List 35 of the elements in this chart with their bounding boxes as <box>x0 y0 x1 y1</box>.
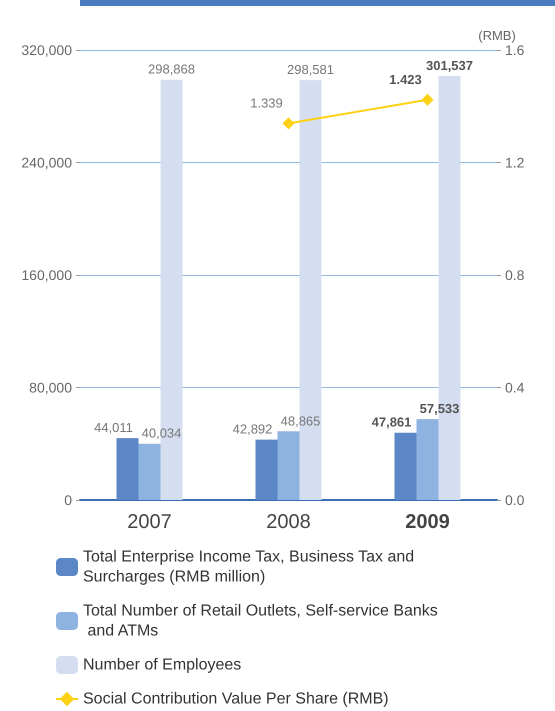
bar <box>116 438 138 500</box>
y2-tick-label: 1.2 <box>505 154 525 170</box>
data-label: 1.339 <box>250 95 283 110</box>
legend-label: Social Contribution Value Per Share (RMB) <box>83 690 389 708</box>
data-label: 57,533 <box>420 401 460 416</box>
y2-axis-title: (RMB) <box>478 28 516 43</box>
y-tick-label: 0 <box>64 492 72 508</box>
bar <box>138 444 160 500</box>
y2-tick-label: 0.4 <box>505 380 525 396</box>
data-label: 298,868 <box>148 62 195 77</box>
x-tick-label: 2008 <box>266 511 311 533</box>
bar <box>416 419 438 500</box>
data-label: 48,865 <box>280 413 320 428</box>
data-label: 47,861 <box>372 414 412 430</box>
x-tick-label: 2007 <box>127 511 172 533</box>
y2-tick-label: 0.8 <box>505 267 525 283</box>
y-tick-label: 240,000 <box>21 154 72 170</box>
y-tick-label: 80,000 <box>29 380 72 396</box>
legend-label: Total Number of Retail Outlets, Self-service Banks and ATMs <box>83 602 438 640</box>
data-label: 44,011 <box>94 420 133 436</box>
y2-tick-label: 0.0 <box>505 492 525 508</box>
bar <box>256 440 278 500</box>
data-label: 42,892 <box>232 422 272 437</box>
legend-label: Total Enterprise Income Tax, Business Tax and Surcharges (RMB million) <box>83 548 419 586</box>
bar <box>394 432 416 500</box>
y-tick-label: 160,000 <box>21 267 72 283</box>
bar <box>278 431 300 500</box>
y-tick-label: 320,000 <box>21 42 72 58</box>
data-label: 40,034 <box>142 426 182 441</box>
legend-label: Number of Employees <box>83 656 242 674</box>
x-tick-label: 2009 <box>405 511 450 533</box>
y2-tick-label: 1.6 <box>505 42 525 58</box>
data-label: 301,537 <box>426 58 473 73</box>
data-label: 298,581 <box>287 62 334 78</box>
data-label: 1.423 <box>389 72 422 87</box>
